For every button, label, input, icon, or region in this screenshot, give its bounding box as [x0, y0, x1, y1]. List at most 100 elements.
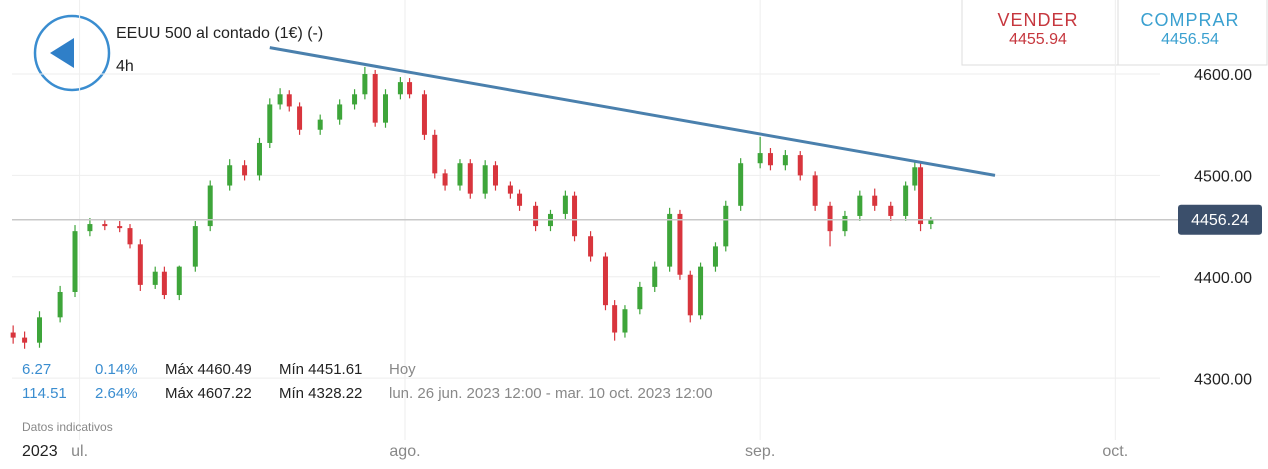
candle-body	[888, 205, 894, 216]
candle-body	[57, 291, 63, 318]
candle-body	[337, 104, 343, 120]
x-tick-label: ago.	[389, 443, 420, 460]
candle-body	[698, 266, 704, 316]
candle-body	[588, 236, 594, 257]
candle-body	[227, 165, 233, 186]
candle-body	[842, 215, 848, 232]
candle-body	[482, 165, 488, 194]
timeframe: 4h	[116, 58, 134, 75]
x-tick-label: oct.	[1102, 443, 1128, 460]
candle-body	[127, 228, 133, 245]
candle-body	[723, 205, 729, 247]
candle-body	[533, 205, 539, 227]
trend-line	[269, 46, 996, 177]
candle-body	[267, 104, 273, 143]
candle-body	[397, 82, 403, 95]
x-tick-label: ul.	[71, 443, 88, 460]
candle-body	[738, 163, 744, 206]
current-price-label: 4456.24	[1191, 212, 1249, 229]
candle-body	[857, 195, 863, 216]
instrument-title: EEUU 500 al contado (1€) (-)	[116, 25, 323, 42]
candle-body	[572, 195, 578, 237]
candle-body	[602, 256, 608, 306]
stat-max: Máx 4460.49	[165, 361, 252, 378]
candle-body	[517, 193, 523, 206]
candle-body	[317, 119, 323, 130]
candle-body	[903, 185, 909, 216]
x-tick-label: sep.	[745, 443, 775, 460]
stat-min: Mín 4328.22	[279, 385, 362, 402]
candle-body	[242, 165, 248, 176]
candle-body	[383, 94, 389, 123]
candle-body	[757, 153, 763, 164]
candle-body	[372, 74, 378, 123]
candle-body	[207, 185, 213, 227]
candle-body	[36, 317, 42, 343]
candle-body	[297, 106, 303, 130]
stat-percent: 0.14%	[95, 361, 138, 378]
y-tick-label: 4400.00	[1194, 270, 1252, 287]
candle-body	[467, 163, 473, 194]
candle-body	[407, 82, 413, 95]
candle-body	[912, 167, 918, 186]
candle-body	[102, 224, 108, 227]
candle-body	[421, 94, 427, 135]
stat-change: 114.51	[22, 385, 67, 402]
stat-change: 6.27	[22, 361, 51, 378]
candle-body	[117, 226, 123, 229]
stat-max: Máx 4607.22	[165, 385, 252, 402]
candle-body	[137, 244, 143, 285]
candle-body	[562, 195, 568, 214]
candle-body	[87, 224, 93, 232]
candle-body	[637, 286, 643, 310]
current-price-badge	[1178, 204, 1262, 235]
candle-body	[72, 231, 78, 292]
candle-body	[918, 167, 924, 225]
candle-body	[161, 271, 167, 296]
candle-body	[767, 153, 773, 166]
stat-min: Mín 4451.61	[279, 361, 362, 378]
stat-percent: 2.64%	[95, 385, 138, 402]
candle-body	[362, 74, 368, 95]
candle-body	[176, 266, 182, 296]
candle-body	[652, 266, 658, 287]
sell-button[interactable]: VENDER	[997, 10, 1078, 30]
candle-body	[622, 309, 628, 333]
candle-body	[352, 94, 358, 105]
y-tick-label: 4600.00	[1194, 67, 1252, 84]
candle-body	[677, 213, 683, 275]
candle-body	[432, 134, 438, 174]
candle-body	[612, 305, 618, 333]
candle-body	[827, 205, 833, 232]
candle-body	[442, 173, 448, 186]
candle-body	[256, 142, 262, 176]
candle-body	[687, 274, 693, 316]
candle-body	[507, 185, 513, 194]
sell-price: 4455.94	[1009, 31, 1067, 48]
buy-button[interactable]: COMPRAR	[1140, 10, 1239, 30]
candle-body	[872, 195, 878, 206]
back-icon	[50, 38, 74, 68]
buy-price: 4456.54	[1161, 31, 1219, 48]
candle-body	[797, 155, 803, 176]
candle-body	[10, 332, 16, 338]
stat-period: Hoy	[389, 361, 416, 378]
stat-period: lun. 26 jun. 2023 12:00 - mar. 10 oct. 2…	[389, 385, 713, 402]
candle-body	[812, 175, 818, 206]
candle-body	[152, 271, 158, 285]
year-label: 2023	[22, 443, 58, 460]
candle-body	[782, 155, 788, 166]
y-tick-label: 4500.00	[1194, 169, 1252, 186]
y-tick-label: 4300.00	[1194, 371, 1252, 388]
candle-body	[492, 165, 498, 186]
candle-body	[667, 213, 673, 267]
candle-body	[457, 163, 463, 186]
quote-box	[961, 0, 1268, 66]
candle-body	[712, 246, 718, 267]
candle-body	[22, 337, 28, 343]
candle-body	[192, 226, 198, 267]
candle-body	[286, 94, 292, 107]
candle-body	[277, 94, 283, 105]
